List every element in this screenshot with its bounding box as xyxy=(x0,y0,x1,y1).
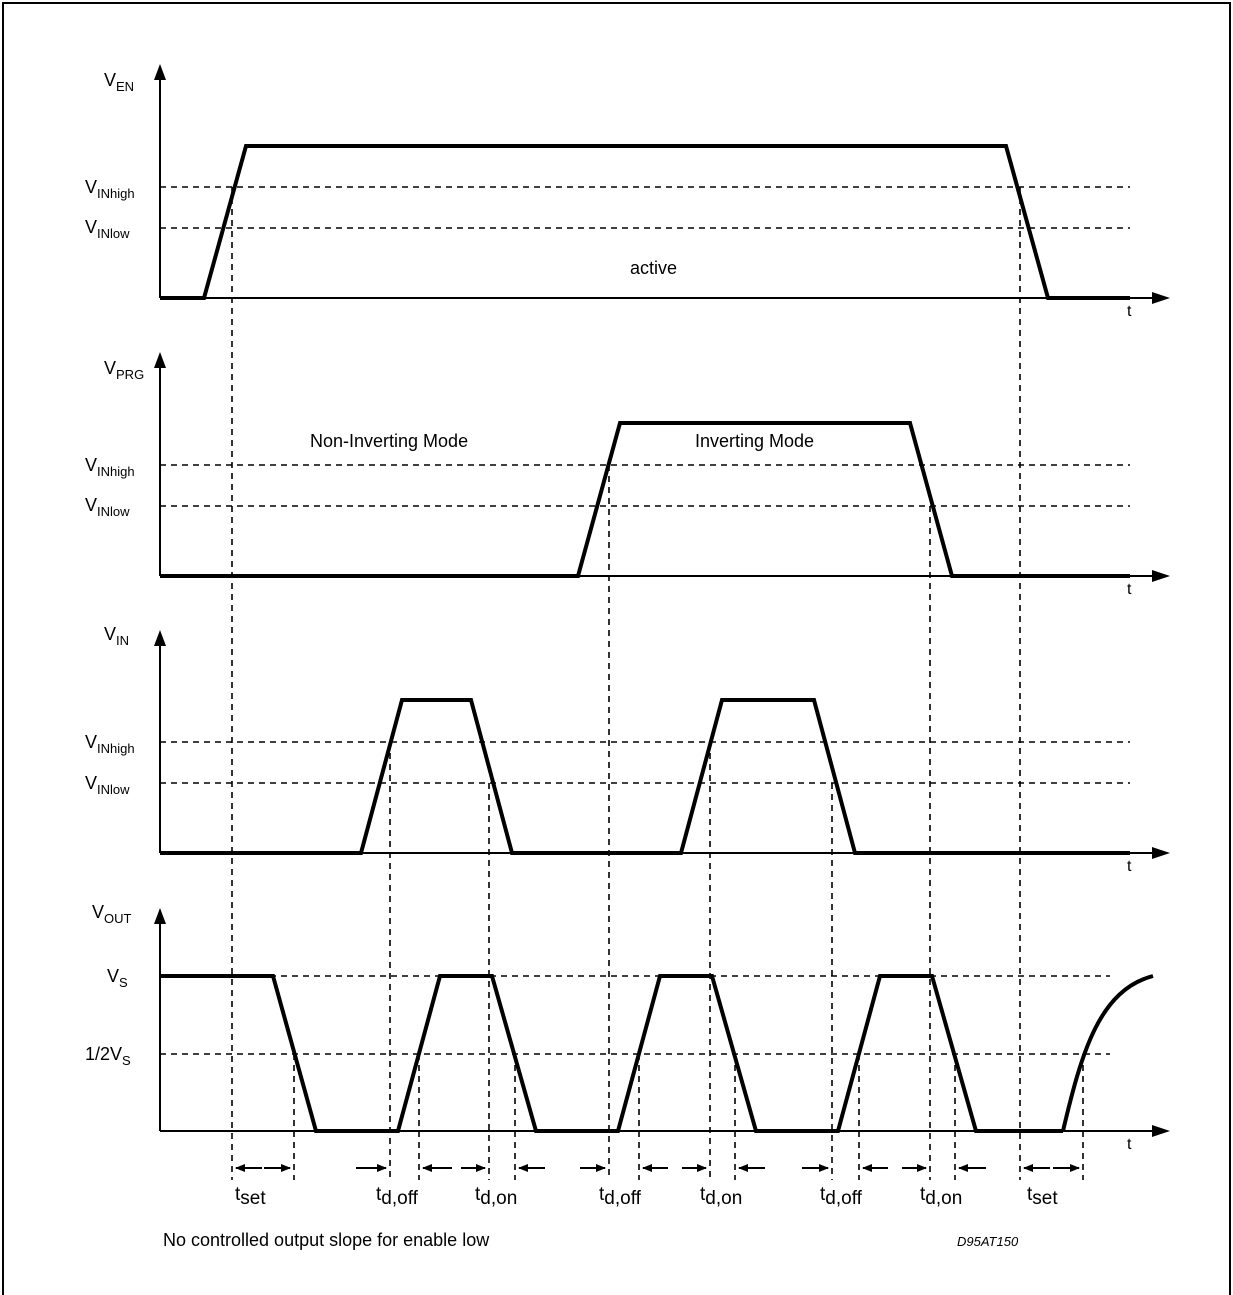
timing-label-td-on-2: td,on xyxy=(700,1184,742,1209)
en-t-label: t xyxy=(1127,303,1132,320)
prg-level-high-label: VINhigh xyxy=(85,455,135,479)
en-waveform xyxy=(160,144,1130,300)
out-t-label: t xyxy=(1127,1136,1132,1153)
timing-label-t-set-2: tset xyxy=(1027,1184,1058,1209)
prg-y-axis-arrow xyxy=(154,352,166,368)
panel-output: t VOUT VS 1/2VS xyxy=(85,902,1170,1153)
en-y-axis-arrow xyxy=(154,64,166,80)
prg-waveform xyxy=(160,421,1130,578)
in-waveform xyxy=(160,698,1130,855)
in-y-axis-arrow xyxy=(154,630,166,646)
en-annotation-active: active xyxy=(630,258,677,278)
footnote: No controlled output slope for enable lo… xyxy=(163,1230,490,1250)
timing-label-td-on-1: td,on xyxy=(475,1184,517,1209)
out-waveform-recovery-curve xyxy=(1061,974,1154,1132)
out-level-vs-label: VS xyxy=(107,966,128,990)
timing-label-td-on-3: td,on xyxy=(920,1184,962,1209)
prg-annotation-inverting: Inverting Mode xyxy=(695,431,814,451)
in-axis-title: VIN xyxy=(104,624,129,648)
panel-enable: t VEN VINhigh VINlow active xyxy=(85,64,1170,320)
prg-x-axis-arrow xyxy=(1152,570,1170,582)
prg-axis-title: VPRG xyxy=(104,358,144,382)
in-level-high-label: VINhigh xyxy=(85,732,135,756)
prg-t-label: t xyxy=(1127,581,1132,598)
panel-program: t VPRG VINhigh VINlow Non-Inverting Mode… xyxy=(85,352,1170,598)
en-axis-title: VEN xyxy=(104,70,134,94)
prg-annotation-noninverting: Non-Inverting Mode xyxy=(310,431,468,451)
figure-id: D95AT150 xyxy=(957,1234,1019,1249)
out-level-half-label: 1/2VS xyxy=(85,1044,131,1068)
timing-label-t-set-1: tset xyxy=(235,1184,266,1209)
prg-level-low-label: VINlow xyxy=(85,495,130,519)
panel-input: t VIN VINhigh VINlow xyxy=(85,624,1170,875)
timing-label-td-off-2: td,off xyxy=(599,1184,642,1209)
timing-label-td-off-1: td,off xyxy=(376,1184,419,1209)
in-x-axis-arrow xyxy=(1152,847,1170,859)
out-waveform xyxy=(160,974,1063,1133)
out-y-axis-arrow xyxy=(154,908,166,924)
timing-label-td-off-3: td,off xyxy=(820,1184,863,1209)
in-level-low-label: VINlow xyxy=(85,773,130,797)
out-axis-title: VOUT xyxy=(92,902,132,926)
en-level-low-label: VINlow xyxy=(85,217,130,241)
timing-dimensions: tset td,off td,on td,off td,on td,off td… xyxy=(235,1164,1080,1209)
reference-lines xyxy=(231,187,1084,1180)
en-x-axis-arrow xyxy=(1152,292,1170,304)
en-level-high-label: VINhigh xyxy=(85,177,135,201)
out-x-axis-arrow xyxy=(1152,1125,1170,1137)
in-t-label: t xyxy=(1127,858,1132,875)
